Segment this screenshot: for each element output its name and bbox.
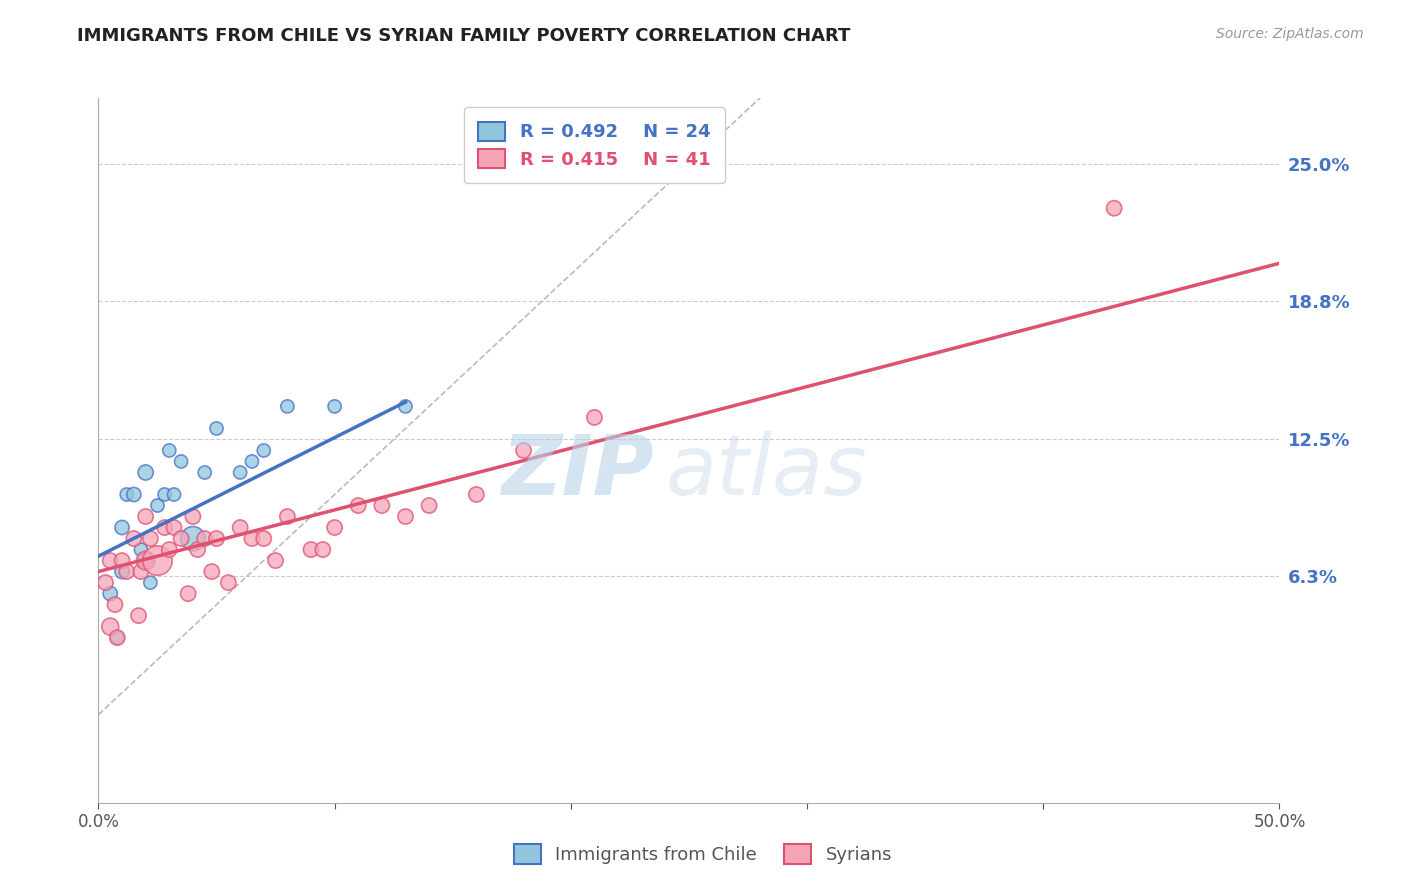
Point (111, 565, 134, 579)
Point (181, 532, 204, 546)
Point (323, 520, 346, 534)
Point (181, 509, 204, 524)
Point (276, 400, 298, 414)
Point (111, 520, 134, 534)
Point (122, 532, 145, 546)
Point (163, 520, 186, 534)
Point (583, 410, 606, 425)
Point (94, 575, 117, 590)
Text: Source: ZipAtlas.com: Source: ZipAtlas.com (1216, 27, 1364, 41)
Point (177, 586, 200, 600)
Text: ZIP: ZIP (501, 431, 654, 512)
Point (105, 631, 128, 645)
Point (240, 532, 263, 546)
Point (146, 553, 169, 567)
Point (253, 532, 276, 546)
Point (135, 553, 157, 567)
Point (98, 553, 121, 567)
Point (153, 520, 176, 534)
Point (104, 598, 127, 612)
Point (347, 499, 370, 513)
Point (394, 400, 416, 414)
Point (115, 487, 138, 501)
Legend: R = 0.492    N = 24, R = 0.415    N = 41: R = 0.492 N = 24, R = 0.415 N = 41 (464, 107, 725, 183)
Point (153, 487, 176, 501)
Point (229, 466, 252, 480)
Point (98, 619, 121, 633)
Point (394, 509, 416, 524)
Point (122, 487, 145, 501)
Point (512, 443, 534, 458)
Point (418, 499, 440, 513)
Point (170, 532, 193, 546)
Point (201, 565, 224, 579)
Point (129, 565, 152, 579)
Point (205, 421, 228, 435)
Point (115, 565, 138, 579)
Point (194, 466, 217, 480)
Point (229, 520, 252, 534)
Point (1102, 201, 1125, 215)
Point (465, 487, 488, 501)
Point (170, 454, 193, 468)
Point (323, 400, 346, 414)
Text: atlas: atlas (665, 431, 868, 512)
Point (312, 542, 335, 557)
Point (371, 499, 394, 513)
Text: IMMIGRANTS FROM CHILE VS SYRIAN FAMILY POVERTY CORRELATION CHART: IMMIGRANTS FROM CHILE VS SYRIAN FAMILY P… (77, 27, 851, 45)
Point (157, 542, 180, 557)
Point (217, 575, 239, 590)
Point (253, 443, 276, 458)
Point (163, 487, 186, 501)
Point (157, 443, 180, 458)
Point (135, 509, 157, 524)
Point (139, 575, 162, 590)
Point (139, 532, 162, 546)
Point (276, 509, 298, 524)
Point (129, 542, 152, 557)
Point (194, 532, 217, 546)
Legend: Immigrants from Chile, Syrians: Immigrants from Chile, Syrians (499, 830, 907, 879)
Point (111, 553, 134, 567)
Point (105, 631, 128, 645)
Point (299, 542, 322, 557)
Point (240, 454, 263, 468)
Point (135, 466, 157, 480)
Point (146, 499, 169, 513)
Point (264, 553, 287, 567)
Point (187, 542, 209, 557)
Point (128, 608, 150, 623)
Point (98, 586, 121, 600)
Point (205, 532, 228, 546)
Point (135, 553, 157, 567)
